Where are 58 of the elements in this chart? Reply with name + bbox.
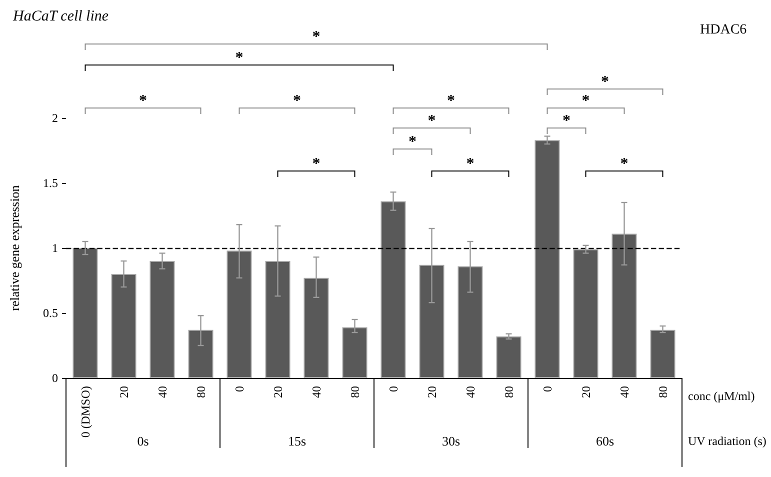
bar (226, 250, 252, 378)
text: 0s (137, 434, 149, 448)
x-tick-label: 40 (617, 386, 632, 398)
x-tick-label: 80 (348, 386, 362, 398)
x-tick-label: 80 (194, 386, 208, 398)
text: * (293, 92, 301, 110)
text: UV radiation (s) (688, 434, 766, 448)
x-tick-label: 40 (155, 386, 170, 398)
y-axis-title: relative gene expression (7, 184, 22, 311)
bar (573, 249, 598, 378)
annotation: * (408, 134, 416, 150)
x-tick-label: 20 (270, 386, 285, 398)
text: * (235, 50, 244, 66)
annotation: * (620, 156, 628, 172)
text: * (312, 28, 320, 46)
bar (650, 330, 676, 378)
text: * (582, 92, 590, 110)
y-tick-label: 2 (52, 111, 58, 125)
annotation: * (562, 112, 570, 130)
text: 30s (442, 434, 460, 448)
bar (380, 201, 406, 378)
annotation: * (466, 156, 474, 172)
chart-title: HaCaT cell line (12, 8, 109, 24)
bar (342, 327, 368, 378)
x-tick-label: 40 (309, 386, 324, 398)
y-tick-label: 1 (52, 241, 58, 255)
bar (534, 140, 560, 378)
bar (111, 274, 136, 378)
text: * (139, 92, 147, 110)
annotation: * (312, 156, 320, 172)
bar (496, 336, 522, 378)
bar (419, 264, 444, 378)
x-axis-title: conc (μM/ml) (688, 389, 755, 403)
bar (458, 266, 483, 378)
text: * (601, 74, 609, 90)
x-tick-label: 0 (DMSO) (78, 386, 92, 438)
text: HDAC6 (700, 22, 747, 38)
bar (72, 248, 98, 378)
y-tick-label: 0.5 (43, 306, 58, 320)
text: 60s (596, 434, 614, 448)
bar (188, 330, 214, 378)
x-tick-label: 0 (540, 386, 554, 392)
x-tick-label: 80 (656, 386, 670, 398)
text: * (447, 92, 455, 110)
x-tick-label: 20 (424, 386, 439, 398)
x-tick-label: 0 (232, 386, 246, 392)
y-tick-label: 1.5 (43, 176, 58, 190)
text: 15s (288, 434, 306, 448)
x-tick-label: 40 (463, 386, 478, 398)
bar (304, 278, 329, 378)
x-tick-label: 20 (116, 386, 131, 398)
x-tick-label: 80 (502, 386, 516, 398)
bar (265, 261, 290, 378)
bar (150, 261, 175, 378)
annotation: * (428, 112, 436, 130)
bar (612, 234, 637, 378)
x-tick-label: 20 (578, 386, 593, 398)
x-tick-label: 0 (386, 386, 400, 392)
